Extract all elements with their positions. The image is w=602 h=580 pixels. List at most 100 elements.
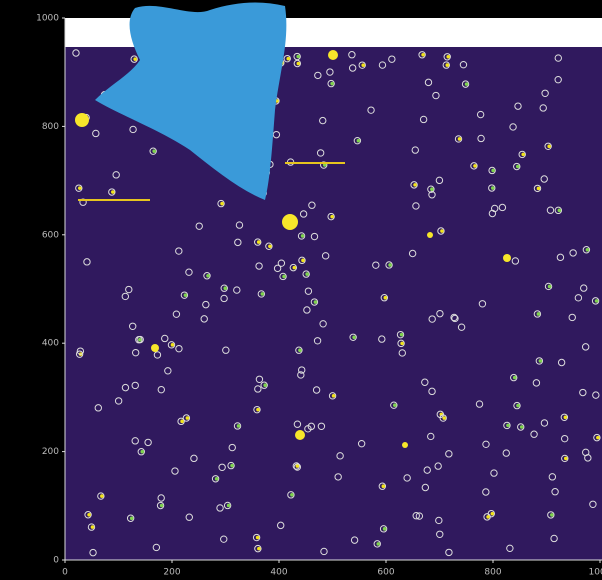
star <box>539 359 543 363</box>
star <box>297 62 301 66</box>
star <box>100 494 104 498</box>
y-tick-label: 1000 <box>36 14 59 24</box>
star <box>558 209 562 213</box>
star <box>513 376 517 380</box>
star <box>298 348 302 352</box>
star <box>506 424 510 428</box>
star <box>296 464 300 468</box>
star <box>282 275 286 279</box>
star <box>491 169 495 173</box>
star <box>413 183 417 187</box>
star <box>140 450 144 454</box>
star <box>160 504 164 508</box>
star <box>237 424 241 428</box>
bright-star <box>295 430 305 440</box>
star <box>393 403 397 407</box>
star <box>91 525 95 529</box>
x-tick-label: 1000 <box>589 568 602 578</box>
star <box>564 457 568 461</box>
star <box>465 82 469 86</box>
star <box>430 187 434 191</box>
star <box>301 234 305 238</box>
x-tick-label: 200 <box>163 568 180 578</box>
y-tick-label: 600 <box>42 230 59 240</box>
x-tick-label: 0 <box>62 568 68 578</box>
star <box>516 404 520 408</box>
star <box>445 63 449 67</box>
star <box>521 153 525 157</box>
star <box>330 82 334 86</box>
x-tick-label: 400 <box>270 568 287 578</box>
star <box>520 425 524 429</box>
star <box>215 477 219 481</box>
star <box>305 272 309 276</box>
star <box>376 542 380 546</box>
star <box>564 415 568 419</box>
star <box>130 516 134 520</box>
star <box>111 190 115 194</box>
star <box>491 512 495 516</box>
star <box>268 244 272 248</box>
star <box>550 513 554 517</box>
star <box>171 343 175 347</box>
star <box>206 274 210 278</box>
star <box>256 536 260 540</box>
star <box>301 259 305 263</box>
bright-star <box>402 442 408 448</box>
star <box>332 394 336 398</box>
star <box>446 55 450 59</box>
star <box>491 186 495 190</box>
star <box>230 464 234 468</box>
star <box>361 63 365 67</box>
star <box>548 285 552 289</box>
bright-star <box>282 214 298 230</box>
star <box>186 416 190 420</box>
star <box>290 493 294 497</box>
star <box>384 296 388 300</box>
star <box>516 165 520 169</box>
star <box>314 300 318 304</box>
star <box>256 408 260 412</box>
bright-star <box>151 344 159 352</box>
star <box>296 55 300 59</box>
star <box>400 342 404 346</box>
star <box>133 57 137 61</box>
star <box>537 187 541 191</box>
star <box>223 286 227 290</box>
star <box>421 53 425 57</box>
star <box>440 229 444 233</box>
bright-star <box>75 113 89 127</box>
star <box>257 547 261 551</box>
star <box>261 292 265 296</box>
star <box>78 186 82 190</box>
star <box>388 263 392 267</box>
star <box>357 139 361 143</box>
star <box>400 333 404 337</box>
star <box>537 312 541 316</box>
star <box>257 240 261 244</box>
star <box>383 527 387 531</box>
y-tick-label: 400 <box>42 339 59 349</box>
star <box>220 202 224 206</box>
star <box>473 164 477 168</box>
star <box>286 57 290 61</box>
star <box>184 293 188 297</box>
star <box>330 215 334 219</box>
star <box>382 484 386 488</box>
star <box>152 149 156 153</box>
star <box>442 416 446 420</box>
y-tick-label: 200 <box>42 447 59 457</box>
star <box>180 420 184 424</box>
chart: 0200400600800100002004006008001000 <box>0 0 602 580</box>
star <box>263 383 267 387</box>
star <box>486 515 490 519</box>
bright-star <box>427 232 433 238</box>
star <box>227 504 231 508</box>
star <box>293 266 297 270</box>
x-tick-label: 800 <box>484 568 501 578</box>
y-tick-label: 800 <box>42 122 59 132</box>
star <box>458 137 462 141</box>
star <box>138 338 142 342</box>
star <box>87 513 91 517</box>
star <box>595 299 599 303</box>
